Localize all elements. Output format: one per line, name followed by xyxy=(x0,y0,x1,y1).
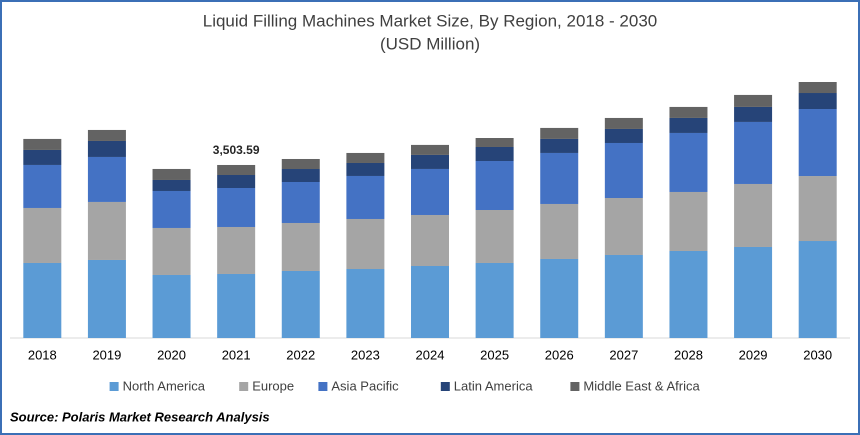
legend-label: Asia Pacific xyxy=(331,378,399,393)
bar-segment xyxy=(281,222,320,271)
x-tick-label: 2022 xyxy=(286,347,315,362)
source: Source: Polaris Market Research Analysis xyxy=(10,409,270,424)
x-tick-label: 2028 xyxy=(674,347,703,362)
x-tick-label: 2025 xyxy=(480,347,509,362)
bar-segment xyxy=(281,158,320,170)
bar-segment xyxy=(540,152,579,204)
bar-segment xyxy=(411,168,449,215)
bar-segment xyxy=(411,144,449,155)
bar-segment xyxy=(798,176,837,242)
legend-label: Europe xyxy=(252,378,294,393)
legend-label: Middle East & Africa xyxy=(583,378,700,393)
legend-label: North America xyxy=(123,378,206,393)
bar-segment xyxy=(23,207,62,263)
x-tick-label: 2024 xyxy=(416,347,445,362)
bar-segment xyxy=(669,132,708,192)
bar-segment xyxy=(411,154,449,169)
legend-swatch xyxy=(440,382,450,391)
bar-segment xyxy=(217,226,256,274)
bar-segment xyxy=(798,109,837,177)
bar-segment xyxy=(798,93,837,110)
x-tick-label: 2030 xyxy=(803,347,832,362)
total-label: 3,503.59 xyxy=(213,143,260,157)
bar-segment xyxy=(23,138,62,150)
bar-segment xyxy=(734,94,773,107)
bar-segment xyxy=(152,179,191,191)
bar-segment xyxy=(346,175,385,219)
legend-label: Latin America xyxy=(454,378,534,393)
bar-segment xyxy=(475,161,514,210)
bar-segment xyxy=(604,128,643,143)
bar-segment xyxy=(281,182,320,223)
bar-segment xyxy=(217,164,256,175)
bar-segment xyxy=(540,203,579,259)
bar-segment xyxy=(475,138,514,147)
bar-segment xyxy=(152,168,191,180)
bar-segment xyxy=(475,210,514,263)
bar-segment xyxy=(87,140,126,157)
bar-segment xyxy=(346,152,385,163)
bar-segment xyxy=(217,174,256,188)
bar-segment xyxy=(281,169,320,182)
bar-segment xyxy=(540,138,579,153)
x-tick-label: 2029 xyxy=(739,347,768,362)
x-tick-label: 2019 xyxy=(92,347,121,362)
bar-segment xyxy=(87,259,126,338)
bar-segment xyxy=(217,273,256,338)
bar-segment xyxy=(346,218,385,270)
bar-segment xyxy=(604,142,643,198)
bar-segment xyxy=(23,149,62,165)
bar-segment xyxy=(669,117,708,133)
bar-segment xyxy=(734,106,773,122)
bar-segment xyxy=(152,274,191,338)
bar-segment xyxy=(475,146,514,162)
bar-segment xyxy=(604,117,643,129)
bar-segment xyxy=(734,246,773,338)
bar-segment xyxy=(346,162,385,176)
bar-segment xyxy=(23,164,62,208)
bar-segment xyxy=(87,201,126,260)
bar-segment xyxy=(152,190,191,228)
bar-segment xyxy=(669,191,708,251)
x-tick-label: 2023 xyxy=(351,347,380,362)
bar-segment xyxy=(798,82,837,94)
chart-title: Liquid Filling Machines Market Size, By … xyxy=(203,11,658,30)
x-tick-label: 2021 xyxy=(222,347,251,362)
legend-swatch xyxy=(239,382,249,391)
bar-segment xyxy=(281,270,320,338)
bar-segment xyxy=(23,262,62,338)
x-tick-label: 2018 xyxy=(28,347,57,362)
bar-segment xyxy=(669,250,708,338)
bar-segment xyxy=(87,129,126,141)
x-tick-label: 2020 xyxy=(157,347,186,362)
legend-swatch xyxy=(318,382,328,391)
bar-segment xyxy=(411,214,449,266)
bar-segment xyxy=(798,241,837,338)
bar-segment xyxy=(540,127,579,139)
x-tick-label: 2027 xyxy=(609,347,638,362)
bar-segment xyxy=(734,121,773,184)
chart-subtitle: (USD Million) xyxy=(380,34,480,53)
legend-swatch xyxy=(109,382,119,391)
x-tick-label: 2026 xyxy=(545,347,574,362)
bar-segment xyxy=(217,187,256,227)
bar-segment xyxy=(604,254,643,338)
bar-segment xyxy=(669,106,708,118)
bar-segment xyxy=(152,227,191,275)
legend-swatch xyxy=(570,382,580,391)
bar-segment xyxy=(540,258,579,338)
bar-segment xyxy=(604,198,643,255)
bar-segment xyxy=(734,183,773,247)
bar-segment xyxy=(475,262,514,338)
bar-segment xyxy=(346,269,385,338)
bar-segment xyxy=(411,266,449,338)
bar-segment xyxy=(87,156,126,202)
